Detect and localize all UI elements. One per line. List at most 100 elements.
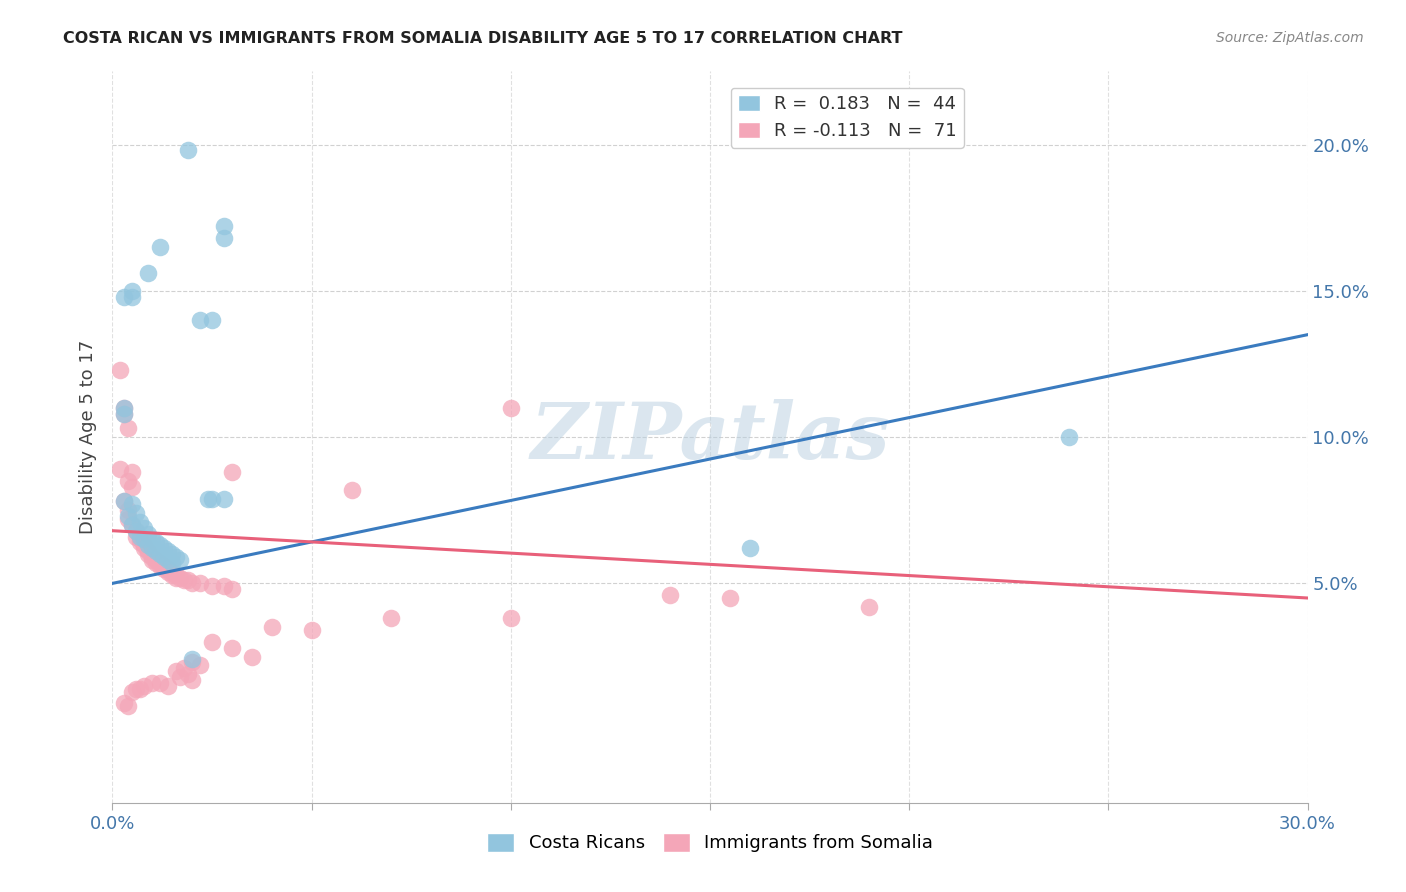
Point xyxy=(201,635,224,649)
Point xyxy=(141,541,163,556)
Point xyxy=(145,544,167,558)
Point xyxy=(188,313,211,327)
Point xyxy=(129,515,152,529)
Point xyxy=(129,681,152,696)
Point xyxy=(134,533,156,547)
Text: ZIPatlas: ZIPatlas xyxy=(530,399,890,475)
Point xyxy=(169,670,191,684)
Point xyxy=(165,567,187,582)
Point xyxy=(157,679,180,693)
Point xyxy=(212,231,235,245)
Point xyxy=(177,667,200,681)
Point xyxy=(240,649,263,664)
Point xyxy=(134,679,156,693)
Point xyxy=(121,497,143,511)
Point xyxy=(499,611,522,625)
Point xyxy=(141,676,163,690)
Point xyxy=(157,565,180,579)
Point xyxy=(188,658,211,673)
Point xyxy=(110,363,132,377)
Point xyxy=(165,570,187,584)
Point xyxy=(165,664,187,678)
Point xyxy=(125,530,148,544)
Point xyxy=(169,570,191,584)
Point xyxy=(117,474,139,488)
Point xyxy=(121,290,143,304)
Point xyxy=(188,576,211,591)
Point xyxy=(114,407,135,421)
Point xyxy=(162,567,183,582)
Point xyxy=(121,517,143,532)
Point xyxy=(181,576,204,591)
Point xyxy=(125,524,148,538)
Point xyxy=(153,541,176,556)
Point xyxy=(858,599,880,614)
Point xyxy=(153,549,176,564)
Point xyxy=(149,558,172,573)
Point xyxy=(117,503,139,517)
Point xyxy=(201,579,224,593)
Point xyxy=(499,401,522,415)
Point xyxy=(114,696,135,710)
Point xyxy=(114,401,135,415)
Point xyxy=(157,562,180,576)
Point xyxy=(201,313,224,327)
Point xyxy=(181,656,204,670)
Point xyxy=(221,640,243,655)
Point xyxy=(138,547,160,561)
Point xyxy=(129,533,152,547)
Point xyxy=(125,506,148,520)
Point xyxy=(260,620,283,634)
Y-axis label: Disability Age 5 to 17: Disability Age 5 to 17 xyxy=(79,340,97,534)
Point xyxy=(134,538,156,552)
Point xyxy=(121,480,143,494)
Point xyxy=(149,240,172,254)
Point xyxy=(138,266,160,280)
Point xyxy=(165,549,187,564)
Point xyxy=(197,491,219,506)
Legend: Costa Ricans, Immigrants from Somalia: Costa Ricans, Immigrants from Somalia xyxy=(479,826,941,860)
Point xyxy=(145,535,167,549)
Point xyxy=(738,541,761,556)
Point xyxy=(149,538,172,552)
Point xyxy=(121,465,143,479)
Point xyxy=(718,591,741,605)
Point xyxy=(117,699,139,714)
Point xyxy=(177,144,200,158)
Point xyxy=(114,401,135,415)
Point xyxy=(141,533,163,547)
Point xyxy=(117,512,139,526)
Point xyxy=(138,544,160,558)
Point xyxy=(134,541,156,556)
Text: Source: ZipAtlas.com: Source: ZipAtlas.com xyxy=(1216,31,1364,45)
Point xyxy=(157,553,180,567)
Point xyxy=(141,549,163,564)
Point xyxy=(117,421,139,435)
Point xyxy=(181,673,204,687)
Point xyxy=(138,538,160,552)
Point xyxy=(141,553,163,567)
Point xyxy=(149,556,172,570)
Text: COSTA RICAN VS IMMIGRANTS FROM SOMALIA DISABILITY AGE 5 TO 17 CORRELATION CHART: COSTA RICAN VS IMMIGRANTS FROM SOMALIA D… xyxy=(63,31,903,46)
Point xyxy=(221,582,243,597)
Point xyxy=(162,556,183,570)
Point xyxy=(138,526,160,541)
Point xyxy=(153,562,176,576)
Point xyxy=(212,219,235,234)
Point xyxy=(153,558,176,573)
Point xyxy=(162,547,183,561)
Point xyxy=(134,521,156,535)
Point xyxy=(117,509,139,524)
Point xyxy=(149,676,172,690)
Point xyxy=(1057,430,1080,444)
Point xyxy=(659,588,682,602)
Point xyxy=(110,462,132,476)
Point xyxy=(157,544,180,558)
Point xyxy=(221,465,243,479)
Point xyxy=(145,556,167,570)
Point xyxy=(173,574,195,588)
Point xyxy=(114,494,135,508)
Point xyxy=(121,684,143,698)
Point xyxy=(301,623,323,637)
Point xyxy=(121,284,143,298)
